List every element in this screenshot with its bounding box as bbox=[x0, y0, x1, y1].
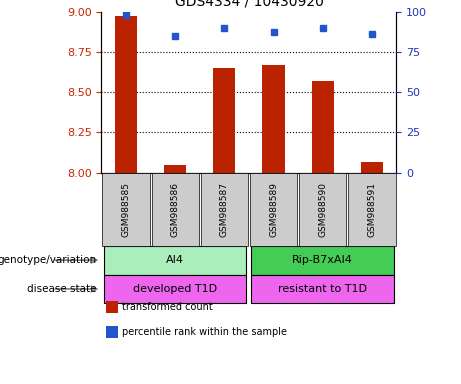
Text: GSM988589: GSM988589 bbox=[269, 182, 278, 237]
Text: GSM988587: GSM988587 bbox=[220, 182, 229, 237]
Bar bbox=[115, 17, 137, 173]
FancyBboxPatch shape bbox=[251, 275, 394, 303]
Bar bbox=[262, 65, 284, 173]
Text: Rip-B7xAI4: Rip-B7xAI4 bbox=[292, 255, 353, 265]
FancyBboxPatch shape bbox=[251, 246, 394, 275]
Text: developed T1D: developed T1D bbox=[133, 284, 217, 294]
FancyBboxPatch shape bbox=[104, 246, 247, 275]
Bar bbox=[361, 162, 383, 173]
Bar bbox=[164, 165, 186, 173]
Text: AI4: AI4 bbox=[166, 255, 184, 265]
Text: resistant to T1D: resistant to T1D bbox=[278, 284, 367, 294]
Text: GSM988586: GSM988586 bbox=[171, 182, 180, 237]
Bar bbox=[213, 68, 236, 173]
Text: GSM988590: GSM988590 bbox=[318, 182, 327, 237]
FancyBboxPatch shape bbox=[104, 275, 247, 303]
Text: GSM988585: GSM988585 bbox=[122, 182, 130, 237]
Text: genotype/variation: genotype/variation bbox=[0, 255, 97, 265]
Text: disease state: disease state bbox=[27, 284, 97, 294]
Text: GSM988591: GSM988591 bbox=[367, 182, 376, 237]
Title: GDS4334 / 10430920: GDS4334 / 10430920 bbox=[175, 0, 323, 9]
Text: transformed count: transformed count bbox=[122, 302, 213, 312]
Text: percentile rank within the sample: percentile rank within the sample bbox=[122, 327, 287, 337]
Bar bbox=[312, 81, 334, 173]
